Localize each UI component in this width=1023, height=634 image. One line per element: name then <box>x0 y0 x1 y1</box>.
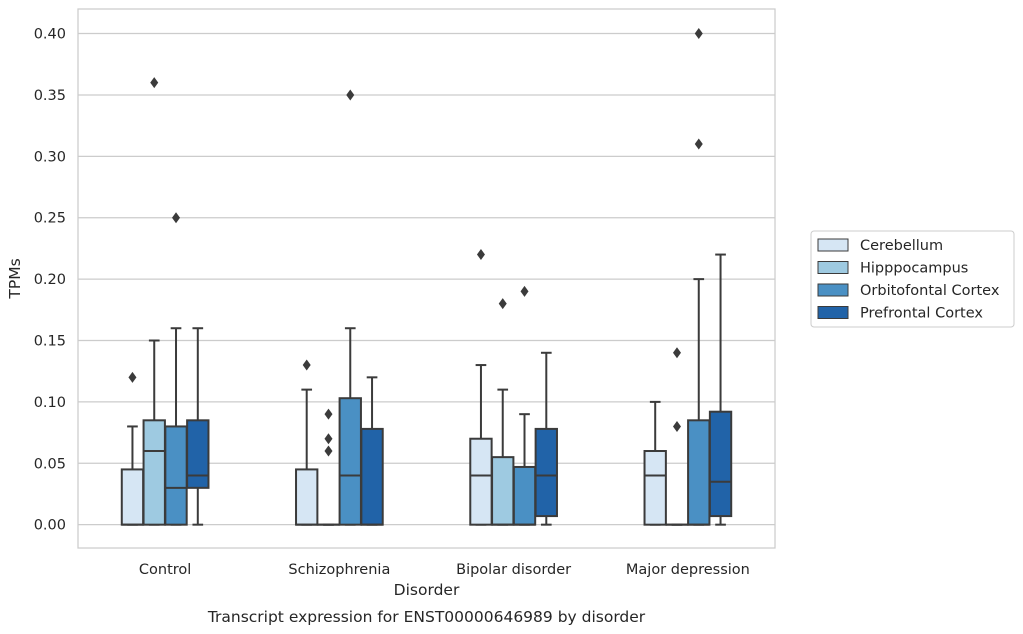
box <box>687 419 711 526</box>
box <box>469 437 493 526</box>
box-group <box>534 351 558 526</box>
box-group <box>469 249 493 526</box>
outlier-point <box>324 433 333 445</box>
box <box>186 419 210 489</box>
outlier-point <box>694 138 703 150</box>
box <box>512 465 537 526</box>
y-tick-label: 0.00 <box>34 518 66 534</box>
box-group <box>512 285 537 526</box>
box <box>164 425 188 526</box>
outlier-point <box>324 445 333 457</box>
outlier-point <box>672 347 681 359</box>
y-tick-label: 0.10 <box>34 395 66 411</box>
legend-label: Cerebellum <box>860 238 943 254</box>
box-group <box>708 253 733 526</box>
legend-swatch <box>817 306 849 319</box>
legend-label: Prefrontal Cortex <box>860 306 983 322</box>
box-group <box>360 376 384 526</box>
y-tick-label: 0.05 <box>34 456 66 472</box>
y-tick-labels: 0.00 0.05 0.10 0.15 0.20 0.25 0.30 0.35 0.40 <box>34 27 66 534</box>
box-group <box>316 408 341 526</box>
x-tick-label: Bipolar disorder <box>456 562 571 578</box>
y-tick-label: 0.35 <box>34 88 66 104</box>
outlier-point <box>520 285 529 297</box>
box <box>534 427 558 518</box>
box-group <box>142 77 166 526</box>
box <box>338 397 362 526</box>
x-tick-labels: Control Schizophrenia Bipolar disorder Majo… <box>139 562 750 578</box>
box <box>120 468 145 526</box>
x-tick-label: Major depression <box>626 562 750 578</box>
x-tick-label: Control <box>139 562 191 578</box>
box-group <box>687 28 711 526</box>
outlier-point <box>302 359 311 371</box>
box <box>708 410 733 518</box>
outlier-point <box>694 28 703 40</box>
outlier-point <box>476 249 485 261</box>
box <box>491 456 515 526</box>
outlier-point <box>128 371 137 383</box>
outlier-point <box>172 212 181 224</box>
outlier-point <box>346 89 355 101</box>
box <box>360 427 384 526</box>
legend-swatch <box>817 238 849 252</box>
y-tick-label: 0.15 <box>34 334 66 350</box>
y-tick-label: 0.40 <box>34 27 66 43</box>
box-group <box>120 371 145 526</box>
box-group <box>164 212 188 526</box>
box <box>643 450 667 526</box>
legend-label: Hipppocampus <box>860 261 968 277</box>
y-axis-label: TPMs <box>6 258 24 299</box>
box-group <box>491 298 515 526</box>
legend-label: Orbitofontal Cortex <box>860 283 1000 299</box>
y-tick-label: 0.25 <box>34 211 66 227</box>
legend-swatch <box>817 283 849 297</box>
box-group <box>295 359 319 526</box>
outlier-point <box>498 298 507 310</box>
x-axis-label: Disorder <box>394 581 460 599</box>
box-group <box>665 347 689 526</box>
legend: Cerebellum Hipppocampus Orbitofontal Corte… <box>810 230 1015 328</box>
box-group <box>338 89 362 526</box>
legend-frame <box>810 230 1015 328</box>
box <box>142 419 166 526</box>
outlier-point <box>150 77 159 89</box>
y-tick-label: 0.30 <box>34 149 66 165</box>
y-tick-label: 0.20 <box>34 272 66 288</box>
x-tick-label: Schizophrenia <box>288 562 390 578</box>
box-series <box>120 28 733 526</box>
legend-swatch <box>817 261 849 274</box>
box <box>295 468 319 526</box>
outlier-point <box>672 420 681 432</box>
box-group <box>643 400 667 526</box>
figure-caption: Transcript expression for ENST0000064698… <box>207 608 646 626</box>
box-group <box>186 327 210 526</box>
plot-area-frame <box>77 8 776 549</box>
outlier-point <box>324 408 333 420</box>
